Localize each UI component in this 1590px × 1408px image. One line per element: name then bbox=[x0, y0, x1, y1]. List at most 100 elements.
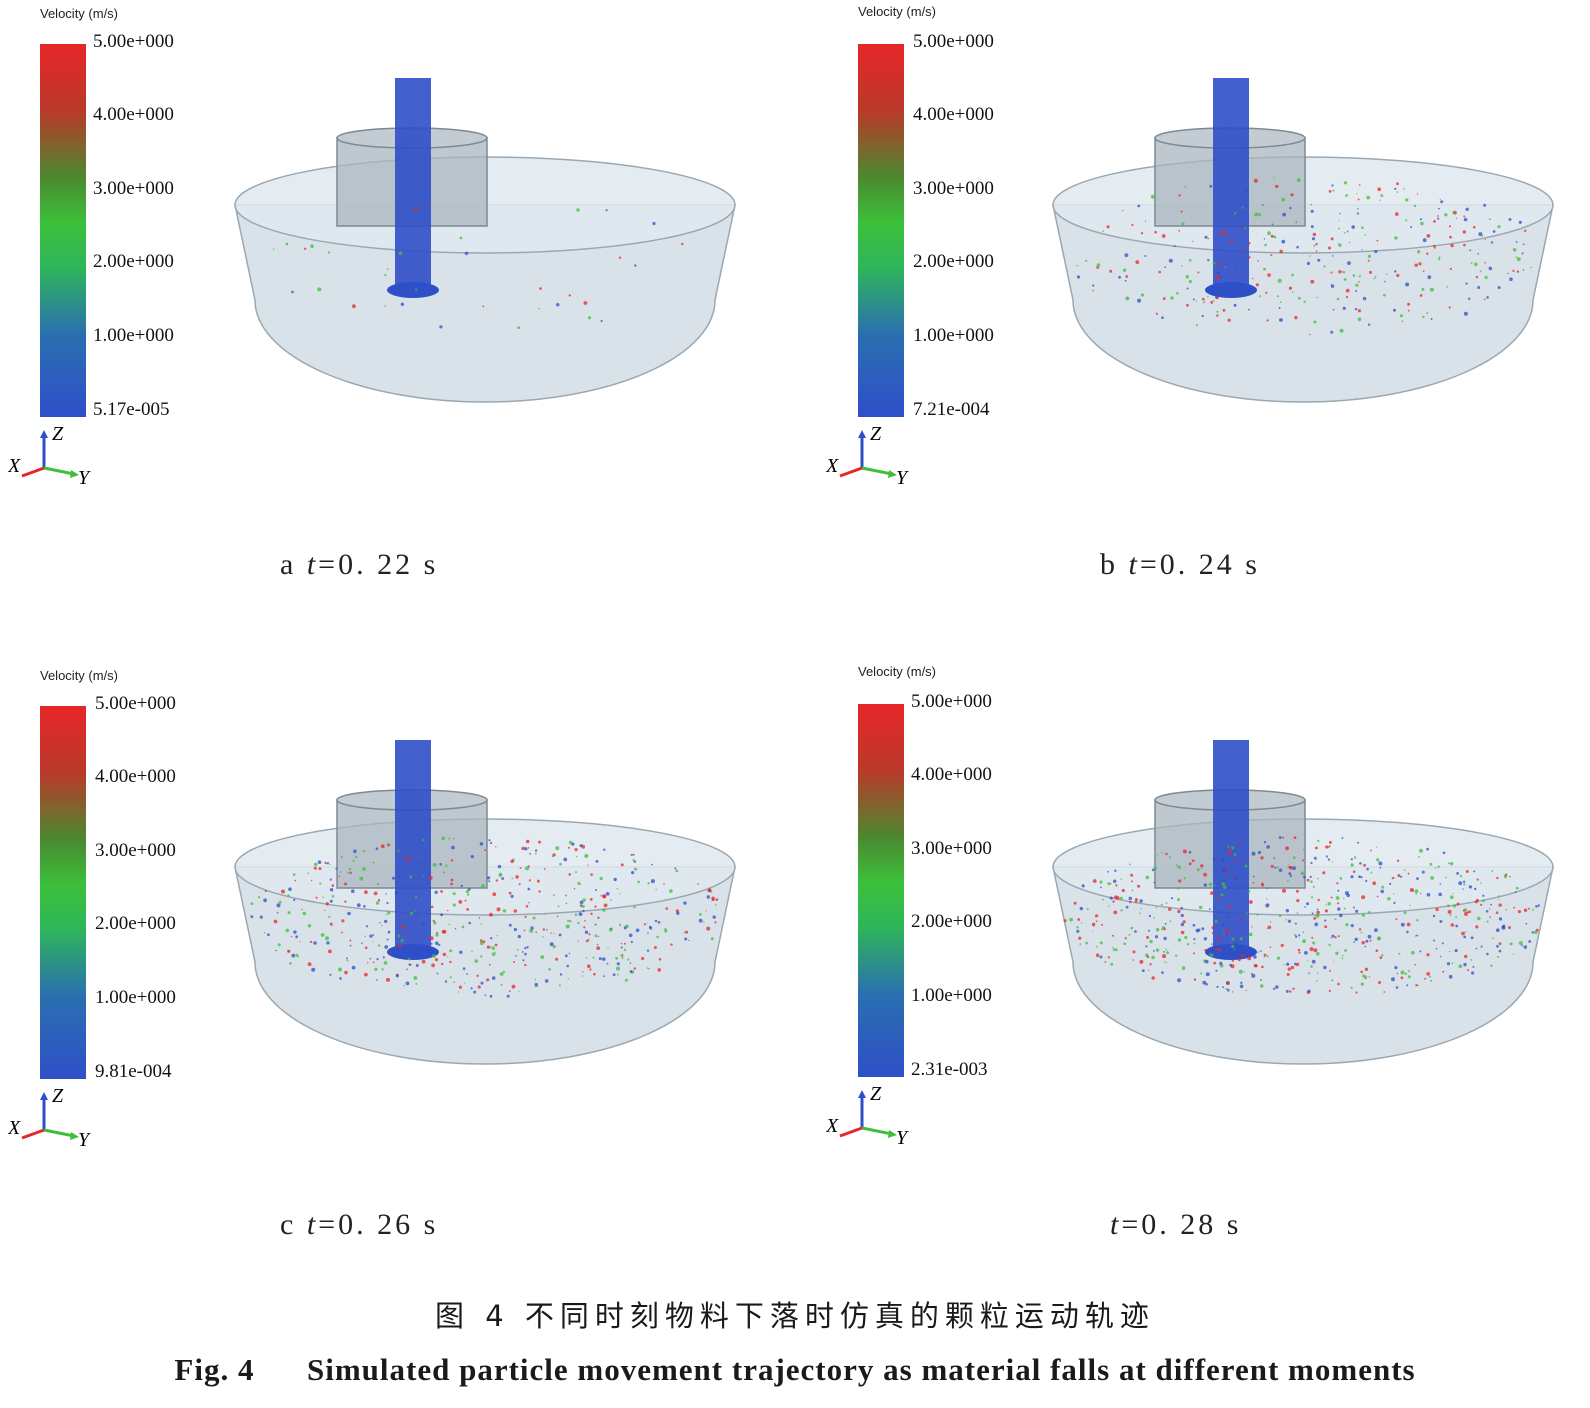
particle bbox=[1289, 990, 1292, 993]
particle bbox=[1227, 845, 1230, 848]
particle bbox=[1216, 271, 1221, 275]
particle bbox=[1394, 187, 1397, 190]
particle bbox=[1417, 250, 1421, 254]
particle bbox=[452, 903, 456, 907]
particle bbox=[1192, 240, 1194, 242]
particle bbox=[1099, 955, 1103, 959]
particle bbox=[1464, 911, 1468, 916]
particle bbox=[1438, 256, 1441, 259]
particle bbox=[1486, 296, 1489, 299]
particle bbox=[1303, 300, 1306, 303]
particle bbox=[1085, 259, 1088, 262]
particle bbox=[450, 878, 454, 882]
particle bbox=[1178, 879, 1182, 883]
particle bbox=[1217, 937, 1221, 941]
particle bbox=[1228, 851, 1232, 855]
particle bbox=[556, 303, 560, 307]
particle bbox=[1433, 939, 1436, 942]
particle bbox=[621, 957, 624, 959]
particle bbox=[1375, 949, 1379, 952]
particle bbox=[542, 936, 544, 938]
particle bbox=[623, 926, 627, 930]
particle bbox=[1357, 841, 1360, 844]
particle bbox=[454, 928, 457, 930]
particle bbox=[1292, 856, 1296, 860]
particle bbox=[1162, 297, 1166, 300]
particle bbox=[563, 857, 568, 862]
particle bbox=[443, 871, 445, 873]
particle bbox=[1125, 905, 1129, 909]
particle bbox=[1331, 979, 1334, 982]
particle bbox=[293, 930, 297, 934]
particle bbox=[409, 854, 411, 857]
particle bbox=[1107, 882, 1111, 886]
particle bbox=[375, 847, 379, 850]
particle bbox=[1336, 882, 1339, 885]
particle bbox=[587, 938, 590, 941]
particle bbox=[1151, 976, 1155, 980]
particle bbox=[497, 864, 502, 869]
particle bbox=[356, 903, 361, 908]
particle bbox=[1287, 866, 1289, 868]
particle bbox=[610, 927, 613, 930]
particle bbox=[553, 932, 555, 935]
particle bbox=[419, 862, 423, 865]
particle bbox=[590, 873, 593, 876]
particle-stream bbox=[395, 740, 431, 950]
particle bbox=[1289, 206, 1292, 210]
particle bbox=[1200, 972, 1202, 975]
particle bbox=[1114, 869, 1117, 872]
particle bbox=[1398, 952, 1401, 955]
particle bbox=[1456, 902, 1460, 906]
particle bbox=[364, 890, 368, 894]
particle bbox=[287, 894, 290, 897]
particle bbox=[1231, 959, 1235, 962]
particle bbox=[665, 907, 669, 910]
particle bbox=[1335, 896, 1340, 900]
particle bbox=[1328, 943, 1331, 947]
particle bbox=[346, 957, 348, 960]
particle bbox=[597, 916, 600, 919]
particle bbox=[1310, 965, 1313, 968]
particle bbox=[1273, 177, 1275, 179]
colorbar-tick: 3.00e+000 bbox=[95, 840, 176, 861]
particle bbox=[1376, 239, 1379, 242]
particle bbox=[1490, 241, 1494, 244]
particle bbox=[1470, 959, 1473, 961]
particle bbox=[1203, 872, 1207, 877]
particle bbox=[657, 968, 661, 972]
particle bbox=[1338, 270, 1342, 274]
particle bbox=[1322, 871, 1326, 875]
particle bbox=[510, 859, 514, 864]
particle bbox=[587, 864, 589, 866]
particle bbox=[656, 935, 659, 939]
particle bbox=[1287, 879, 1289, 882]
particle bbox=[1279, 318, 1283, 322]
colorbar-tick: 1.00e+000 bbox=[95, 987, 176, 1008]
particle bbox=[430, 942, 433, 945]
particle bbox=[1508, 926, 1511, 930]
figure-caption-en: Fig. 4 Simulated particle movement traje… bbox=[0, 1352, 1590, 1388]
particle bbox=[1112, 900, 1115, 903]
particle bbox=[1386, 273, 1388, 275]
particle bbox=[1153, 866, 1157, 871]
axis-z-label: Z bbox=[870, 1083, 882, 1105]
particle bbox=[1235, 182, 1238, 185]
time-var: t bbox=[306, 1208, 319, 1241]
particle bbox=[1165, 961, 1168, 964]
particle bbox=[1367, 934, 1372, 939]
particle bbox=[1200, 864, 1204, 868]
particle bbox=[1403, 869, 1406, 871]
particle-pile bbox=[1205, 282, 1257, 298]
particle bbox=[313, 862, 318, 867]
particle bbox=[1132, 950, 1136, 954]
particle bbox=[1254, 212, 1259, 217]
particle bbox=[518, 883, 521, 886]
particle bbox=[584, 930, 589, 934]
particle bbox=[494, 943, 498, 947]
particle bbox=[291, 953, 296, 958]
particle bbox=[480, 939, 483, 942]
particle bbox=[376, 979, 378, 981]
particle bbox=[1394, 236, 1398, 240]
particle bbox=[630, 940, 633, 944]
